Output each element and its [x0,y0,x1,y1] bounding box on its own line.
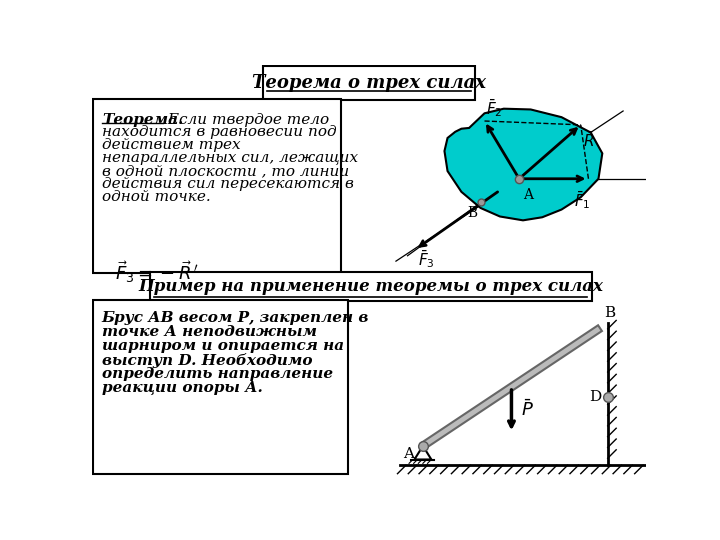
Text: действием трех: действием трех [102,138,240,152]
Text: Теорема о трех силах: Теорема о трех силах [252,75,486,92]
Text: B: B [467,206,477,220]
FancyBboxPatch shape [94,99,341,273]
Text: Брус АВ весом Р, закреплен в: Брус АВ весом Р, закреплен в [102,311,369,325]
FancyBboxPatch shape [263,66,475,100]
Text: выступ D. Необходимо: выступ D. Необходимо [102,353,312,368]
Text: действия сил пересекаются в: действия сил пересекаются в [102,177,354,191]
Text: $\bar{P}$: $\bar{P}$ [521,400,534,421]
Text: шарниром и опирается на: шарниром и опирается на [102,339,344,353]
Polygon shape [421,325,602,449]
FancyBboxPatch shape [94,300,348,474]
Text: находится в равновесии под: находится в равновесии под [102,125,336,139]
Text: $\bar{F}_2$: $\bar{F}_2$ [486,97,503,119]
Text: одной точке.: одной точке. [102,190,210,204]
Text: непараллельных сил, лежащих: непараллельных сил, лежащих [102,151,358,165]
Text: в одной плоскости , то линии: в одной плоскости , то линии [102,164,349,178]
Text: $\bar{R}$: $\bar{R}$ [583,131,594,150]
Text: A: A [403,448,415,462]
Text: определить направление: определить направление [102,367,333,381]
Text: Пример на применение теоремы о трех силах: Пример на применение теоремы о трех сила… [138,278,603,295]
Text: $\bar{F}_3$: $\bar{F}_3$ [418,248,434,270]
Polygon shape [444,109,603,220]
Text: $\bar{F}_1$: $\bar{F}_1$ [574,189,590,211]
Text: A: A [523,188,533,202]
Text: реакции опоры А.: реакции опоры А. [102,381,263,395]
Text: точке А неподвижным: точке А неподвижным [102,325,317,339]
Text: B: B [605,306,616,320]
Text: D: D [589,390,601,404]
FancyBboxPatch shape [150,272,592,301]
Text: $\vec{F}_3 = -\vec{R}\,'$: $\vec{F}_3 = -\vec{R}\,'$ [115,259,199,285]
Text: Теорема.: Теорема. [102,112,183,126]
Text: Если твердое тело: Если твердое тело [163,112,330,126]
Polygon shape [415,446,431,460]
